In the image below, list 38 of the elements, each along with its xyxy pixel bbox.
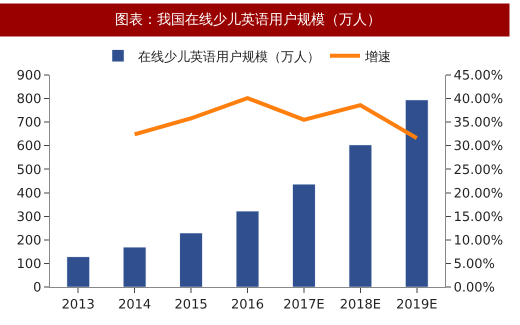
legend-label: 增速 xyxy=(364,50,391,65)
bar xyxy=(123,246,146,287)
x-tick-label: 2017E xyxy=(283,298,325,313)
y2-tick-label: 0.00% xyxy=(454,280,495,296)
x-tick-label: 2018E xyxy=(340,298,382,313)
y2-tick-label: 45.00% xyxy=(454,68,504,84)
y-tick-label: 100 xyxy=(16,256,42,272)
y-tick-label: 400 xyxy=(16,186,42,202)
line-series xyxy=(132,96,419,140)
bar xyxy=(348,144,372,287)
x-tick-label: 2019E xyxy=(396,298,438,313)
y2-tick-label: 30.00% xyxy=(454,139,504,154)
y2-tick-label: 20.00% xyxy=(454,186,504,202)
x-tick-label: 2013 xyxy=(62,298,95,313)
y-tick-label: 600 xyxy=(16,139,42,154)
y2-tick-label: 35.00% xyxy=(454,116,504,131)
y2-tick-label: 40.00% xyxy=(454,92,504,108)
y-tick-label: 200 xyxy=(16,233,42,248)
y2-tick-label: 10.00% xyxy=(454,233,504,248)
bar xyxy=(292,184,316,287)
x-tick-label: 2014 xyxy=(118,298,152,313)
y-tick-label: 700 xyxy=(16,116,42,131)
x-tick-label: 2015 xyxy=(174,298,208,313)
y-tick-label: 300 xyxy=(16,210,42,225)
y-tick-label: 500 xyxy=(16,162,42,178)
bar xyxy=(180,232,203,287)
y2-tick-label: 5.00% xyxy=(454,256,495,272)
bar xyxy=(236,210,260,287)
x-tick-label: 2016 xyxy=(230,298,264,313)
chart-title: 图表：我国在线少儿英语用户规模（万人） xyxy=(115,12,381,28)
y2-tick-label: 25.00% xyxy=(454,162,504,178)
bar xyxy=(405,100,428,287)
y-tick-label: 0 xyxy=(33,280,42,296)
y2-tick-label: 15.00% xyxy=(454,210,504,225)
y-tick-label: 800 xyxy=(16,92,42,108)
y-tick-label: 900 xyxy=(16,68,42,84)
legend-label: 在线少儿英语用户规模（万人） xyxy=(138,50,320,65)
bar xyxy=(66,256,90,287)
